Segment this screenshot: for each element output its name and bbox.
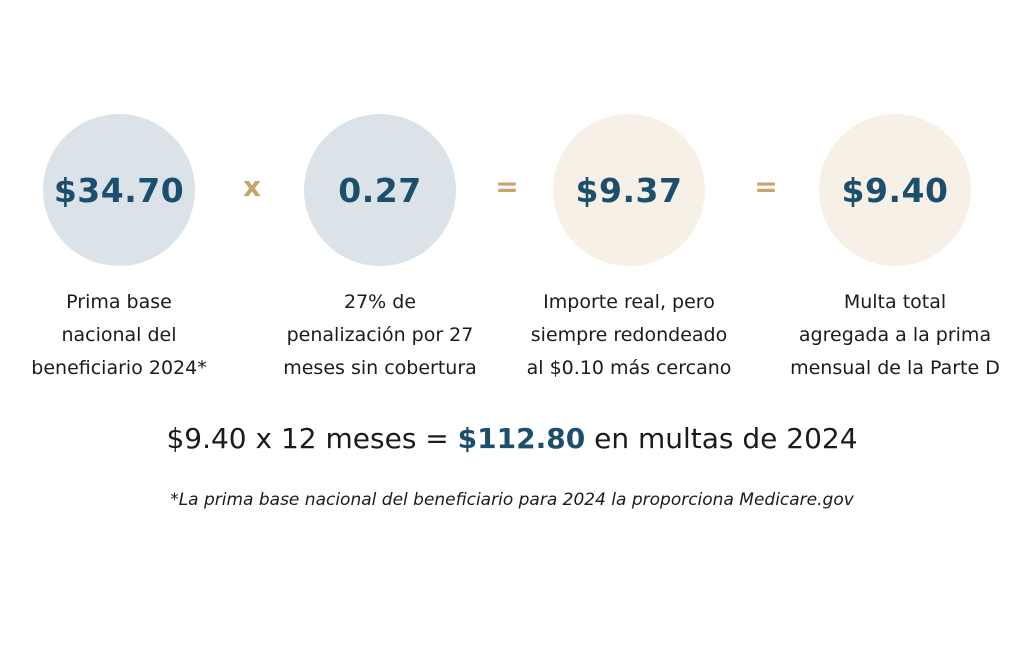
multiply-operator: x bbox=[242, 170, 262, 203]
description-line: al $0.10 más cercano bbox=[526, 357, 732, 379]
base-premium-circle: $34.70 bbox=[43, 114, 195, 266]
penalty-rate-description: 27% de penalización por 27 meses sin cob… bbox=[270, 286, 490, 385]
annual-summary: $9.40 x 12 meses = $112.80 en multas de … bbox=[0, 422, 1024, 455]
description-line: agregada a la prima bbox=[798, 324, 992, 346]
penalty-rate-circle: 0.27 bbox=[304, 114, 456, 266]
description-line: meses sin cobertura bbox=[283, 357, 477, 379]
total-penalty-description: Multa total agregada a la prima mensual … bbox=[785, 286, 1005, 385]
total-penalty-circle: $9.40 bbox=[819, 114, 971, 266]
description-line: beneficiario 2024* bbox=[31, 357, 207, 379]
description-line: 27% de bbox=[343, 291, 417, 313]
equals-operator-1: = bbox=[495, 170, 519, 203]
summary-suffix: en multas de 2024 bbox=[585, 422, 858, 455]
total-penalty-value: $9.40 bbox=[841, 170, 949, 210]
description-line: nacional del bbox=[61, 324, 177, 346]
description-line: Multa total bbox=[843, 291, 947, 313]
summary-prefix: $9.40 x 12 meses = bbox=[166, 422, 458, 455]
actual-amount-value: $9.37 bbox=[575, 170, 683, 210]
actual-amount-description: Importe real, pero siempre redondeado al… bbox=[519, 286, 739, 385]
actual-amount-circle: $9.37 bbox=[553, 114, 705, 266]
footnote: *La prima base nacional del beneficiario… bbox=[170, 490, 854, 510]
description-line: penalización por 27 bbox=[286, 324, 474, 346]
base-premium-value: $34.70 bbox=[53, 170, 185, 210]
summary-total: $112.80 bbox=[457, 422, 586, 455]
penalty-rate-value: 0.27 bbox=[338, 170, 422, 210]
description-line: Importe real, pero bbox=[543, 291, 715, 313]
description-line: mensual de la Parte D bbox=[790, 357, 1000, 379]
base-premium-description: Prima base nacional del beneficiario 202… bbox=[9, 286, 229, 385]
equals-operator-2: = bbox=[754, 170, 778, 203]
description-line: Prima base bbox=[66, 291, 172, 313]
description-line: siempre redondeado bbox=[530, 324, 728, 346]
